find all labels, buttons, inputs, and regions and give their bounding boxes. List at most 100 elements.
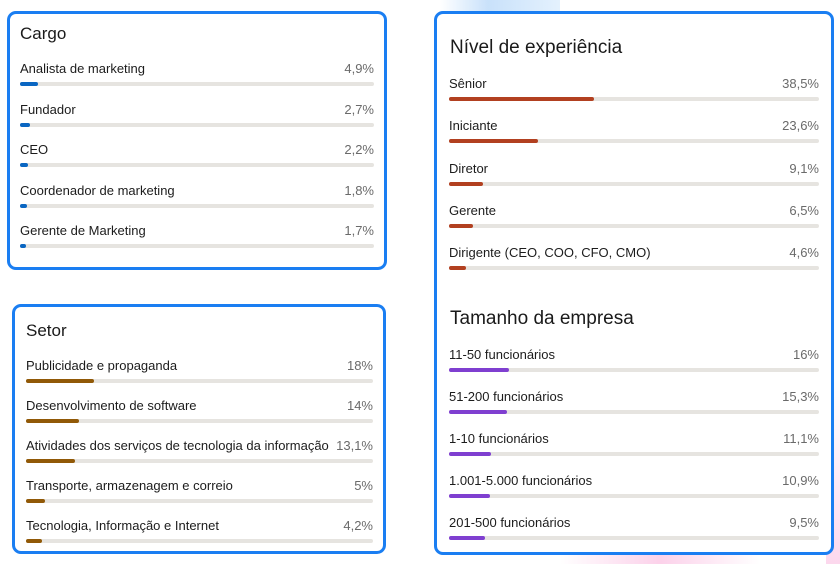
bar <box>449 139 538 144</box>
bar-track <box>449 536 819 540</box>
category-label: Transporte, armazenagem e correio <box>26 478 233 493</box>
bar <box>449 536 485 540</box>
bar <box>20 82 39 86</box>
category-label: Iniciante <box>449 118 498 134</box>
bar-track <box>26 419 373 423</box>
bar-track <box>26 539 373 543</box>
category-label: Gerente <box>449 202 496 218</box>
bar <box>449 494 491 498</box>
category-label: Tecnologia, Informação e Internet <box>26 518 219 533</box>
card-experiencia: Nível de experiência Sênior 38,5% Iniciant… <box>434 11 834 555</box>
category-label: Sênior <box>449 76 487 91</box>
data-label: 23,6% <box>782 118 819 134</box>
data-label: 1,7% <box>344 223 374 238</box>
bar <box>449 452 491 456</box>
category-label: Coordenador de marketing <box>20 182 175 198</box>
bar <box>449 97 594 101</box>
bar-row: 201-500 funcionários 9,5% <box>449 515 819 541</box>
data-label: 6,5% <box>789 202 819 218</box>
bar-track <box>26 499 373 503</box>
category-label: 51-200 funcionários <box>449 389 564 404</box>
category-label: Dirigente (CEO, COO, CFO, CMO) <box>449 245 651 261</box>
data-label: 13,1% <box>336 438 373 453</box>
data-label: 1,8% <box>344 182 374 198</box>
category-label: CEO <box>20 142 49 157</box>
data-label: 4,6% <box>789 245 819 261</box>
bar-track <box>449 181 819 186</box>
bar-track <box>20 122 374 127</box>
card-title-cargo: Cargo <box>20 24 67 43</box>
bar-row: Desenvolvimento de software 14% <box>26 398 373 424</box>
bar <box>20 122 31 127</box>
bar <box>20 163 29 167</box>
bar <box>26 419 79 423</box>
bar-row: Atividades dos serviços de tecnologia da… <box>26 438 373 464</box>
bar-row: Gerente de Marketing 1,7% <box>20 223 374 249</box>
bar-track <box>449 139 819 144</box>
bar <box>26 459 76 463</box>
data-label: 16% <box>792 347 819 362</box>
data-label: 9,5% <box>789 515 819 530</box>
bar <box>449 223 474 228</box>
category-label: Diretor <box>449 160 489 176</box>
bar <box>26 539 42 543</box>
bar-row: Fundador 2,7% <box>20 102 374 128</box>
data-label: 18% <box>346 358 373 373</box>
card-cargo: Cargo Analista de marketing 4,9% Fundador 2… <box>7 11 387 270</box>
category-label: Fundador <box>20 101 76 117</box>
data-label: 38,5% <box>782 76 819 91</box>
bar-track <box>20 244 374 248</box>
card-title-tamanho: Tamanho da empresa <box>450 308 634 329</box>
category-label: 1.001-5.000 funcionários <box>449 473 593 488</box>
bar-track <box>26 379 373 383</box>
data-label: 4,2% <box>343 518 373 533</box>
bar-row: Gerente 6,5% <box>449 203 819 229</box>
bar <box>26 499 45 503</box>
bar-track <box>449 494 819 498</box>
bar <box>449 368 510 372</box>
bar <box>449 181 484 186</box>
bar-row: Sênior 38,5% <box>449 76 819 102</box>
bar-row: 1.001-5.000 funcionários 10,9% <box>449 473 819 499</box>
bar <box>26 379 94 383</box>
data-label: 2,2% <box>344 142 374 157</box>
bar-row: 1-10 funcionários 11,1% <box>449 431 819 457</box>
bar-row: Analista de marketing 4,9% <box>20 61 374 87</box>
bar-row: Publicidade e propaganda 18% <box>26 358 373 384</box>
bar-track <box>449 452 819 456</box>
card-title-setor: Setor <box>26 321 67 340</box>
bar-track <box>20 163 374 167</box>
data-label: 9,1% <box>789 160 819 176</box>
bar-row: Coordenador de marketing 1,8% <box>20 183 374 209</box>
bar-track <box>449 97 819 101</box>
data-label: 10,9% <box>782 473 819 488</box>
category-label: Analista de marketing <box>20 61 146 76</box>
data-label: 11,1% <box>783 431 819 446</box>
data-label: 14% <box>346 398 373 413</box>
category-label: Publicidade e propaganda <box>26 358 178 373</box>
category-label: Gerente de Marketing <box>20 223 146 238</box>
bar-track <box>449 410 819 414</box>
bar <box>449 266 467 271</box>
bar-track <box>449 368 819 372</box>
category-label: Desenvolvimento de software <box>26 398 197 413</box>
category-label: 11-50 funcionários <box>449 347 555 362</box>
data-label: 2,7% <box>344 101 374 117</box>
bar-track <box>26 459 373 463</box>
card-title-experiencia: Nível de experiência <box>450 37 623 58</box>
bar <box>20 244 27 248</box>
bar-row: Tecnologia, Informação e Internet 4,2% <box>26 518 373 544</box>
category-label: 1-10 funcionários <box>449 431 549 446</box>
bar <box>449 410 507 414</box>
bar-row: Diretor 9,1% <box>449 161 819 187</box>
bar-track <box>20 82 374 86</box>
bar <box>20 203 27 208</box>
bar-row: CEO 2,2% <box>20 142 374 168</box>
bar-track <box>20 203 374 208</box>
bar-track <box>449 223 819 228</box>
bar-row: Iniciante 23,6% <box>449 118 819 144</box>
bar-row: 51-200 funcionários 15,3% <box>449 389 819 415</box>
bar-row: Dirigente (CEO, COO, CFO, CMO) 4,6% <box>449 245 819 271</box>
category-label: Atividades dos serviços de tecnologia da… <box>26 438 329 453</box>
data-label: 4,9% <box>344 61 374 76</box>
